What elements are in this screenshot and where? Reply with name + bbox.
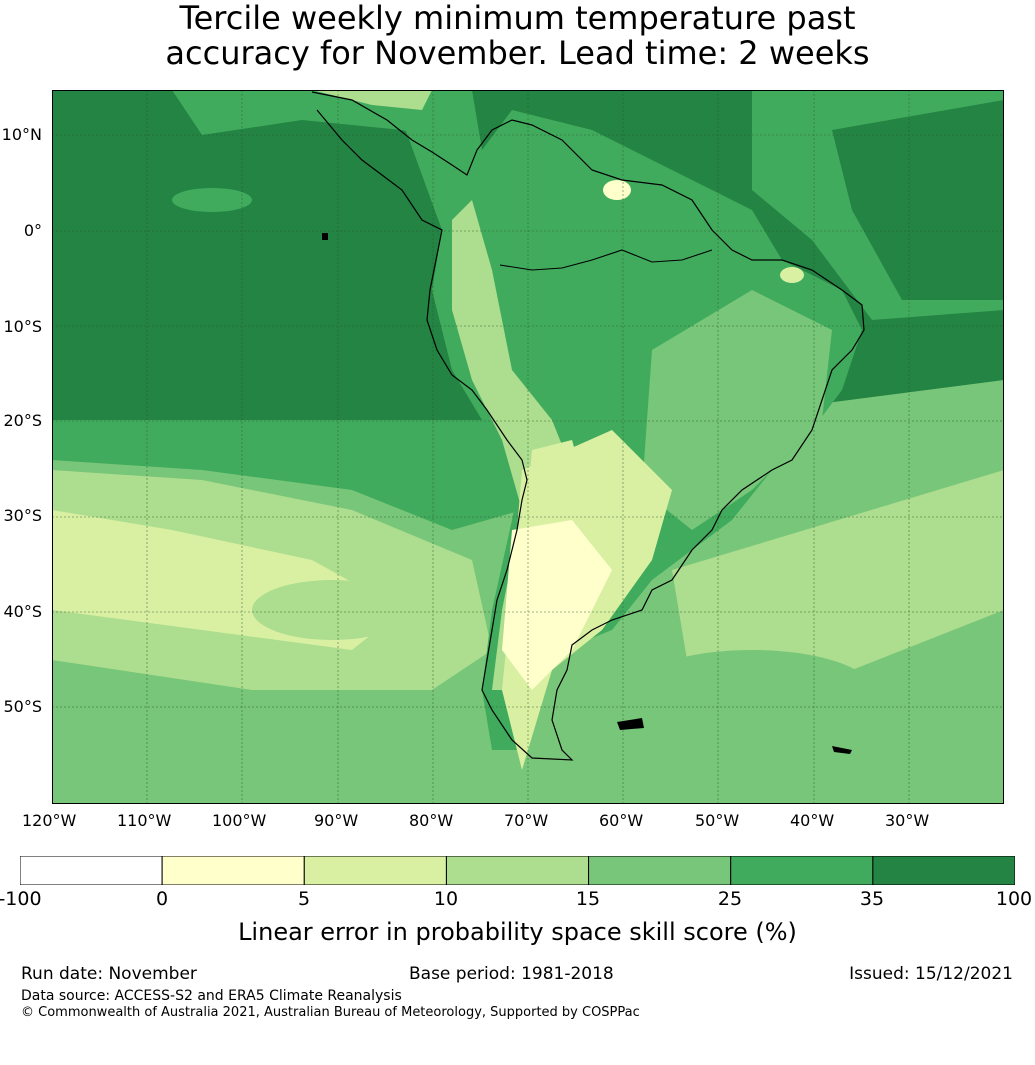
- colorbar-label: 10: [433, 888, 459, 910]
- colorbar-label: 25: [717, 888, 743, 910]
- map-title-line-1: Tercile weekly minimum temperature past: [179, 0, 856, 37]
- skill-region-amazon: [522, 200, 752, 350]
- lat-label-20s: 20°S: [3, 411, 42, 430]
- skill-region-patagonia: [502, 520, 612, 690]
- run-date: Run date: November: [21, 964, 197, 984]
- colorbar: [20, 856, 1015, 885]
- skill-region-atlantic-south-light: [672, 470, 1004, 690]
- skill-score-map: [52, 90, 1004, 804]
- lat-label-30s: 30°S: [3, 506, 42, 525]
- lat-label-0: 0°: [23, 221, 42, 240]
- colorbar-segment: [872, 856, 1015, 885]
- colorbar-title: Linear error in probability space skill …: [238, 918, 797, 946]
- lat-label-40s: 40°S: [3, 602, 42, 621]
- colorbar-label: 5: [297, 888, 311, 910]
- lon-label-70w: 70°W: [504, 811, 549, 830]
- amazon-river: [499, 249, 713, 271]
- skill-region-brazil-east: [642, 290, 832, 530]
- island-falklands: [617, 718, 644, 730]
- colorbar-label: 15: [575, 888, 601, 910]
- lon-label-40w: 40°W: [790, 811, 835, 830]
- lon-label-90w: 90°W: [314, 811, 359, 830]
- lon-label-120w: 120°W: [22, 811, 77, 830]
- skill-patch: [632, 650, 872, 730]
- colorbar-label: -100: [0, 888, 42, 910]
- island-south-georgia: [832, 746, 852, 754]
- skill-region-pacific-transition: [52, 420, 522, 530]
- base-period: Base period: 1981-2018: [409, 964, 614, 984]
- data-source: Data source: ACCESS-S2 and ERA5 Climate …: [21, 988, 402, 1004]
- coastline: [311, 91, 865, 761]
- lon-label-80w: 80°W: [409, 811, 454, 830]
- lat-label-10s: 10°S: [3, 317, 42, 336]
- colorbar-segment: [445, 856, 590, 885]
- copyright: © Commonwealth of Australia 2021, Austra…: [21, 1005, 640, 1020]
- colorbar-label: 100: [995, 888, 1033, 910]
- colorbar-label: 35: [859, 888, 885, 910]
- colorbar-segment: [161, 856, 305, 885]
- colorbar-segment: [20, 856, 163, 885]
- lon-label-30w: 30°W: [885, 811, 930, 830]
- skill-patch: [172, 188, 252, 212]
- skill-patch: [780, 267, 804, 283]
- colorbar-segment: [303, 856, 447, 885]
- skill-region-caribbean: [312, 90, 432, 110]
- skill-patch: [603, 180, 631, 200]
- lon-label-50w: 50°W: [695, 811, 740, 830]
- map-gridlines: [52, 90, 1004, 804]
- island-galapagos: [322, 233, 328, 240]
- lon-label-110w: 110°W: [117, 811, 172, 830]
- lon-label-60w: 60°W: [599, 811, 644, 830]
- lon-label-100w: 100°W: [212, 811, 267, 830]
- map-title-line-2: accuracy for November. Lead time: 2 week…: [165, 34, 870, 72]
- skill-patch: [252, 580, 412, 640]
- skill-region-atlantic-dark: [832, 100, 1004, 300]
- lat-label-50s: 50°S: [3, 697, 42, 716]
- colorbar-segment: [588, 856, 732, 885]
- colorbar-segment: [730, 856, 874, 885]
- issued-date: Issued: 15/12/2021: [849, 964, 1013, 984]
- colorbar-label: 0: [155, 888, 169, 910]
- lat-label-10n: 10°N: [1, 125, 42, 144]
